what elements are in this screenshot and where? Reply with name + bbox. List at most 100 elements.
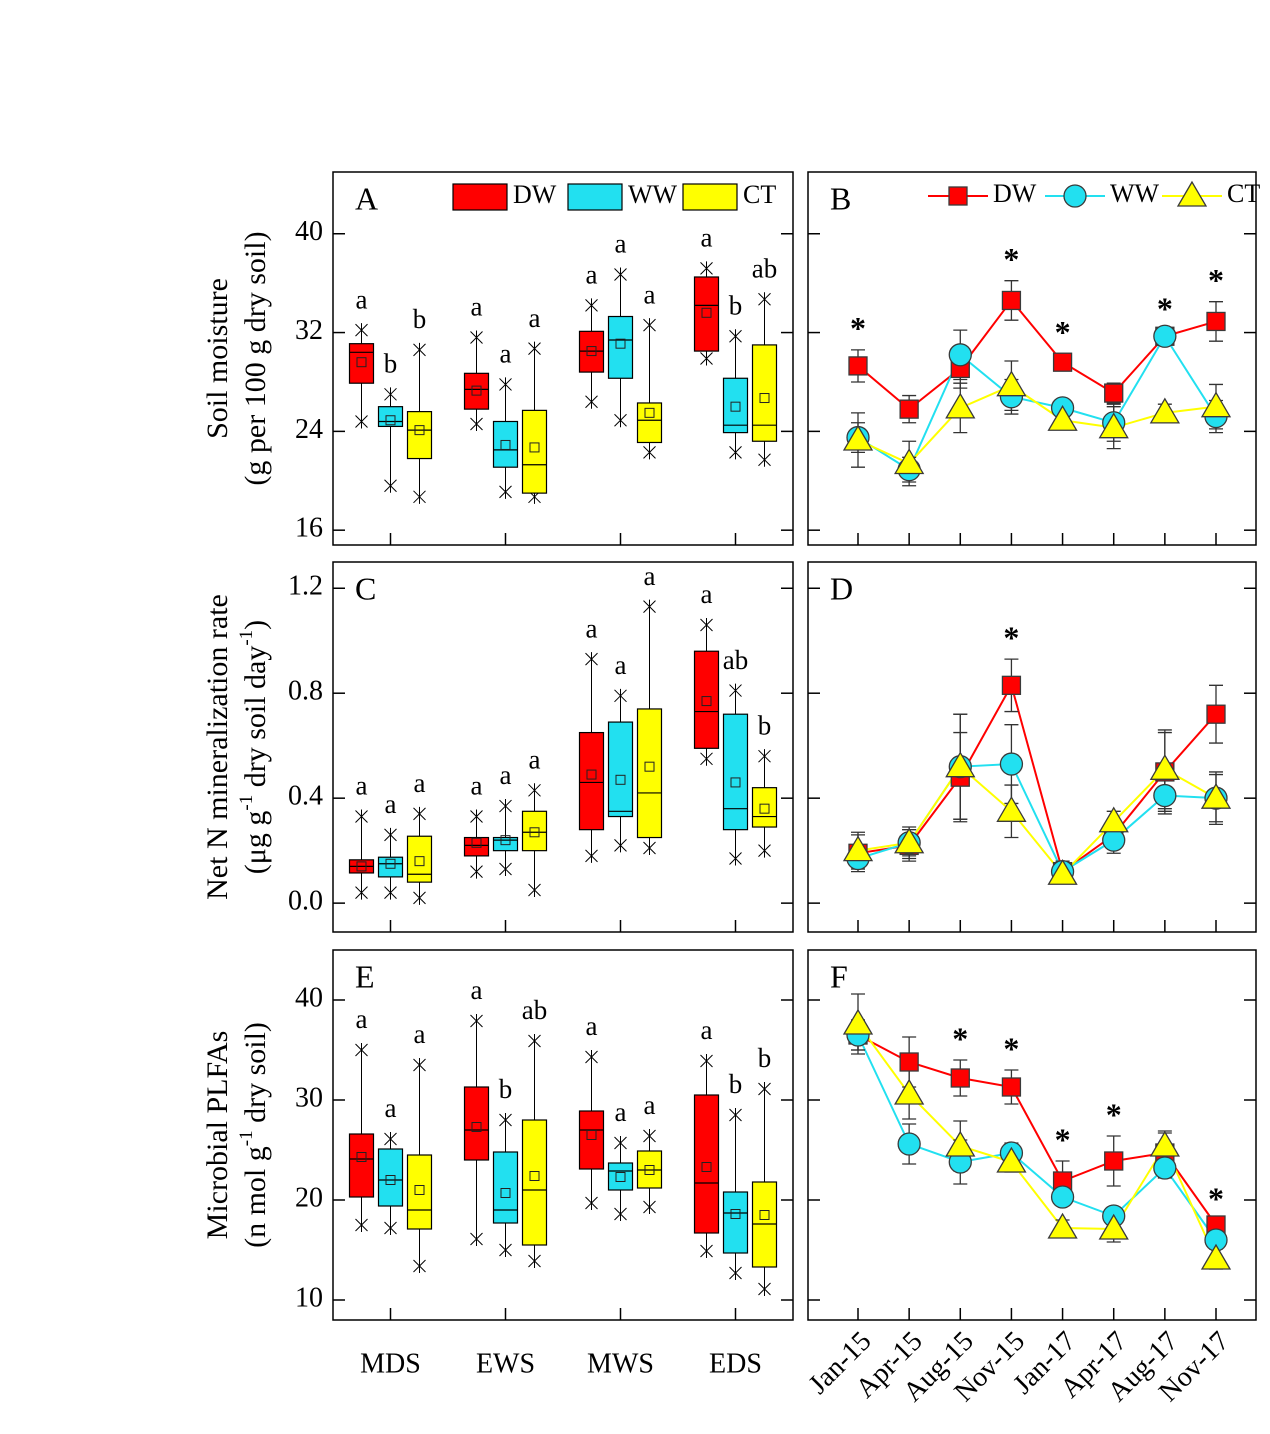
whisker-end-star <box>614 267 627 282</box>
panel-label: D <box>830 570 853 606</box>
significance-letter: a <box>586 1011 598 1041</box>
whisker-end-star <box>528 1034 541 1048</box>
legend-label: WW <box>1110 179 1160 208</box>
y-axis-label: (μg g-1 dry soil day-1) <box>236 620 272 874</box>
mean <box>644 407 655 418</box>
significance-asterisk: * <box>1055 314 1071 350</box>
marker <box>1098 806 1129 833</box>
significance-letter: a <box>615 229 627 259</box>
marker <box>1047 858 1078 885</box>
x-tick-label: EDS <box>709 1348 762 1379</box>
mean <box>356 861 367 872</box>
panel-label: E <box>355 958 375 994</box>
mean <box>529 442 540 453</box>
whisker-end-star <box>614 1207 627 1221</box>
mean <box>500 1188 511 1198</box>
whisker-end-star <box>413 1259 426 1273</box>
y-tick-label: 24 <box>295 414 323 445</box>
y-axis-label-part: (n mol g <box>239 1146 272 1248</box>
whisker-end-star <box>700 1244 713 1258</box>
significance-asterisk: * <box>1003 241 1019 277</box>
significance-asterisk: * <box>1003 619 1019 655</box>
significance-letter: ab <box>752 253 777 283</box>
panel-frame <box>807 561 1257 933</box>
marker <box>945 1130 976 1157</box>
box <box>377 1148 404 1207</box>
mean <box>385 415 396 426</box>
box <box>348 343 375 384</box>
marker <box>1047 1212 1078 1239</box>
x-tick-label: MWS <box>587 1348 654 1379</box>
whisker-end-star <box>355 1043 368 1057</box>
significance-letter: a <box>414 768 426 798</box>
y-tick-label: 30 <box>295 1082 323 1113</box>
mean <box>615 1172 626 1182</box>
whisker-end-star <box>528 883 541 898</box>
significance-letter: a <box>529 745 541 775</box>
panel-frame <box>332 171 794 546</box>
significance-asterisk: * <box>1106 1096 1122 1132</box>
marker <box>1149 1130 1180 1157</box>
marker <box>899 399 919 419</box>
legend-label: DW <box>513 180 557 209</box>
whisker-end-star <box>729 445 742 460</box>
panel-frame <box>807 171 1257 546</box>
whisker-end-star <box>499 1243 512 1257</box>
whisker-end-star <box>585 1050 598 1064</box>
whisker-end-star <box>384 1221 397 1235</box>
whisker-end-star <box>470 1232 483 1246</box>
mean <box>414 856 425 867</box>
mean <box>356 357 367 368</box>
box <box>406 1154 433 1230</box>
panel-label: A <box>355 180 378 216</box>
mean <box>529 1171 540 1181</box>
whisker-end-star <box>499 1113 512 1127</box>
significance-letter: a <box>414 1019 426 1049</box>
y-axis-label-superscript: -1 <box>236 1130 257 1146</box>
y-axis-label-part: ) <box>239 620 272 630</box>
legend-swatch <box>452 183 508 211</box>
mean <box>414 425 425 436</box>
significance-letter: a <box>529 303 541 333</box>
y-tick-label: 10 <box>295 1282 323 1313</box>
marker <box>948 343 972 367</box>
box <box>521 1119 548 1246</box>
significance-asterisk: * <box>952 1020 968 1056</box>
whisker-end-star <box>413 489 426 504</box>
marker <box>1001 290 1022 311</box>
marker <box>1149 754 1180 780</box>
box <box>492 420 519 468</box>
box <box>751 787 778 828</box>
marker <box>899 1052 919 1072</box>
whisker-end-star <box>499 377 512 392</box>
whisker-end-star <box>585 848 598 863</box>
marker <box>1050 1185 1075 1209</box>
mean <box>385 858 396 869</box>
whisker-end-star <box>355 1218 368 1232</box>
legend-label: WW <box>628 180 678 209</box>
significance-letter: a <box>644 561 656 591</box>
box <box>607 1162 634 1191</box>
whisker-end-star <box>384 1132 397 1146</box>
whisker-end-star <box>384 827 397 842</box>
mean <box>529 827 540 838</box>
box <box>406 411 433 460</box>
whisker-end-star <box>413 342 426 357</box>
whisker-end-star <box>470 416 483 431</box>
whisker-end-star <box>643 1200 656 1214</box>
whisker-end-star <box>355 885 368 900</box>
marker <box>999 752 1024 776</box>
y-axis-label-part: Microbial PLFAs <box>201 1031 234 1240</box>
whisker-end-star <box>643 599 656 614</box>
mean <box>730 777 741 788</box>
mean <box>615 774 626 785</box>
mean <box>730 401 741 412</box>
whisker-end-star <box>614 838 627 853</box>
marker <box>894 827 925 854</box>
marker <box>1104 1151 1124 1171</box>
y-tick-label: 0.4 <box>288 781 323 812</box>
whisker-end-star <box>499 862 512 877</box>
significance-letter: a <box>644 279 656 309</box>
